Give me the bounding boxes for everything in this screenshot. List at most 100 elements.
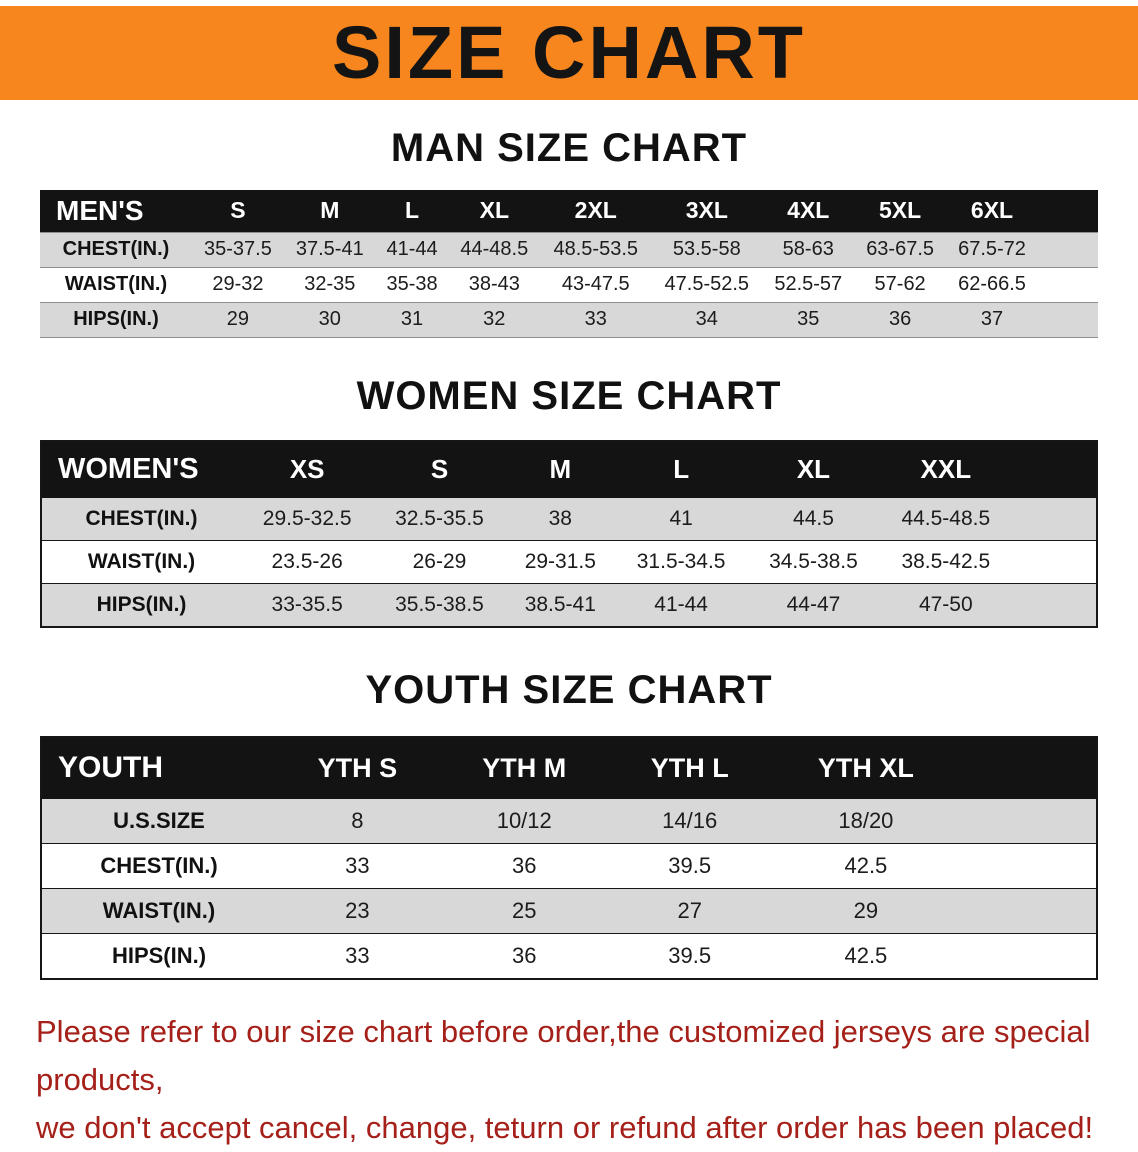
table-row: CHEST(IN.) 29.5-32.5 32.5-35.5 38 41 44.5 44.5… — [41, 497, 1097, 541]
column-header: YTH S — [276, 736, 439, 799]
spacer-cell — [1038, 231, 1098, 268]
size-value-cell: 35-38 — [375, 267, 449, 303]
spacer-cell — [1012, 440, 1097, 498]
table-row: HIPS(IN.) 33 36 39.5 42.5 — [41, 933, 1097, 979]
size-value-cell: 37.5-41 — [283, 231, 376, 268]
column-header: XXL — [879, 440, 1012, 498]
size-value-cell: 36 — [854, 302, 947, 338]
size-value-cell: 44.5 — [747, 497, 880, 541]
size-value-cell: 32-35 — [283, 267, 376, 303]
size-value-cell: 38-43 — [448, 267, 541, 303]
size-value-cell: 31 — [375, 302, 449, 338]
column-header: YTH L — [609, 736, 770, 799]
size-value-cell: 29-32 — [192, 267, 284, 303]
size-value-cell: 44-48.5 — [448, 231, 541, 268]
size-value-cell: 31.5-34.5 — [614, 540, 748, 584]
size-value-cell: 30 — [283, 302, 376, 338]
size-value-cell: 23.5-26 — [241, 540, 374, 584]
size-value-cell: 14/16 — [609, 798, 770, 844]
size-value-cell: 63-67.5 — [854, 231, 947, 268]
row-label: WAIST(IN.) — [41, 540, 241, 584]
size-value-cell: 41 — [614, 497, 748, 541]
size-value-cell: 62-66.5 — [946, 267, 1038, 303]
table-row: WAIST(IN.) 29-32 32-35 35-38 38-43 43-47.5 47.… — [40, 267, 1098, 303]
spacer-cell — [1038, 267, 1098, 303]
column-header: XS — [241, 440, 374, 498]
size-value-cell: 26-29 — [373, 540, 506, 584]
women-section-heading: WOMEN SIZE CHART — [356, 373, 782, 418]
size-value-cell: 57-62 — [854, 267, 947, 303]
column-header: M — [505, 440, 615, 498]
size-value-cell: 38.5-41 — [524, 592, 596, 616]
row-label: HIPS(IN.) — [111, 942, 207, 968]
size-value-cell: 39.5 — [668, 942, 712, 968]
women-section: WOMEN SIZE CHART WOMEN'S XS S M L XL XXL CHEST… — [0, 374, 1138, 628]
spacer-cell — [1012, 540, 1097, 584]
spacer-cell — [962, 888, 1097, 934]
order-notice: Please refer to our size chart before or… — [0, 1008, 1138, 1152]
size-value-cell: 44.5-48.5 — [879, 497, 1012, 541]
page-title: SIZE CHART — [332, 11, 806, 94]
size-value-cell: 36 — [438, 843, 610, 889]
size-value-cell: 35 — [762, 302, 855, 338]
column-header: S — [192, 190, 284, 232]
column-header: YTH XL — [769, 736, 962, 799]
notice-line-2: we don't accept cancel, change, teturn o… — [36, 1109, 1094, 1145]
column-header: S — [373, 440, 506, 498]
size-value-cell: 29 — [769, 888, 962, 934]
table-row: HIPS(IN.) 33-35.5 35.5-38.5 38.5-41 41-44 44-… — [41, 583, 1097, 627]
size-value-cell: 58-63 — [762, 231, 855, 268]
column-header: 2XL — [540, 190, 652, 232]
size-value-cell: 33 — [540, 302, 652, 338]
spacer-cell — [962, 843, 1097, 889]
size-value-cell: 33-35.5 — [271, 592, 343, 616]
size-value-cell: 25 — [438, 888, 610, 934]
table-row: WAIST(IN.) 23.5-26 26-29 29-31.5 31.5-34.5 34… — [41, 540, 1097, 584]
size-value-cell: 41-44 — [375, 231, 449, 268]
size-value-cell: 8 — [276, 798, 439, 844]
size-value-cell: 34 — [651, 302, 763, 338]
column-header: 6XL — [946, 190, 1038, 232]
table-row: U.S.SIZE 8 10/12 14/16 18/20 — [41, 798, 1097, 844]
row-label: CHEST(IN.) — [40, 231, 192, 268]
size-value-cell: 27 — [609, 888, 770, 934]
spacer-cell — [1012, 584, 1097, 627]
size-value-cell: 32 — [448, 302, 541, 338]
size-value-cell: 43-47.5 — [540, 267, 652, 303]
table-title: MEN'S — [40, 190, 192, 232]
size-value-cell: 42.5 — [769, 843, 962, 889]
row-label: U.S.SIZE — [41, 798, 276, 844]
men-section-heading: MAN SIZE CHART — [390, 126, 748, 170]
row-label: CHEST(IN.) — [41, 497, 241, 541]
men-section: MAN SIZE CHART MEN'S S M L XL 2XL 3XL 4XL 5XL 6XL… — [0, 126, 1138, 338]
size-value-cell: 37 — [946, 302, 1038, 338]
spacer-cell — [1012, 497, 1097, 541]
table-row: HIPS(IN.) 29 30 31 32 33 34 35 36 37 — [40, 302, 1098, 338]
spacer-cell — [962, 736, 1097, 799]
column-header: XL — [747, 440, 880, 498]
table-title: YOUTH — [41, 736, 276, 799]
spacer-cell — [962, 934, 1097, 979]
notice-line-1: Please refer to our size chart before or… — [36, 1013, 1091, 1097]
spacer-cell — [1038, 302, 1098, 338]
size-value-cell: 33 — [276, 843, 439, 889]
column-header: L — [375, 190, 449, 232]
size-value-cell: 52.5-57 — [762, 267, 855, 303]
youth-header-row: YOUTH YTH S YTH M YTH L YTH XL — [41, 736, 1097, 799]
women-header-row: WOMEN'S XS S M L XL XXL — [41, 440, 1097, 498]
row-label: HIPS(IN.) — [40, 302, 192, 338]
column-header: M — [283, 190, 376, 232]
table-title: WOMEN'S — [41, 440, 241, 498]
table-row: WAIST(IN.) 23 25 27 29 — [41, 888, 1097, 934]
size-value-cell: 42.5 — [844, 942, 888, 968]
youth-section-heading: YOUTH SIZE CHART — [365, 667, 773, 712]
size-value-cell: 47-50 — [918, 592, 973, 616]
column-header: XL — [448, 190, 541, 232]
row-label: WAIST(IN.) — [40, 267, 192, 303]
size-value-cell: 23 — [276, 888, 439, 934]
size-value-cell: 36 — [511, 942, 537, 968]
size-value-cell: 29-31.5 — [505, 540, 615, 584]
size-value-cell: 38 — [505, 497, 615, 541]
row-label: HIPS(IN.) — [96, 592, 187, 616]
column-header: YTH M — [438, 736, 610, 799]
